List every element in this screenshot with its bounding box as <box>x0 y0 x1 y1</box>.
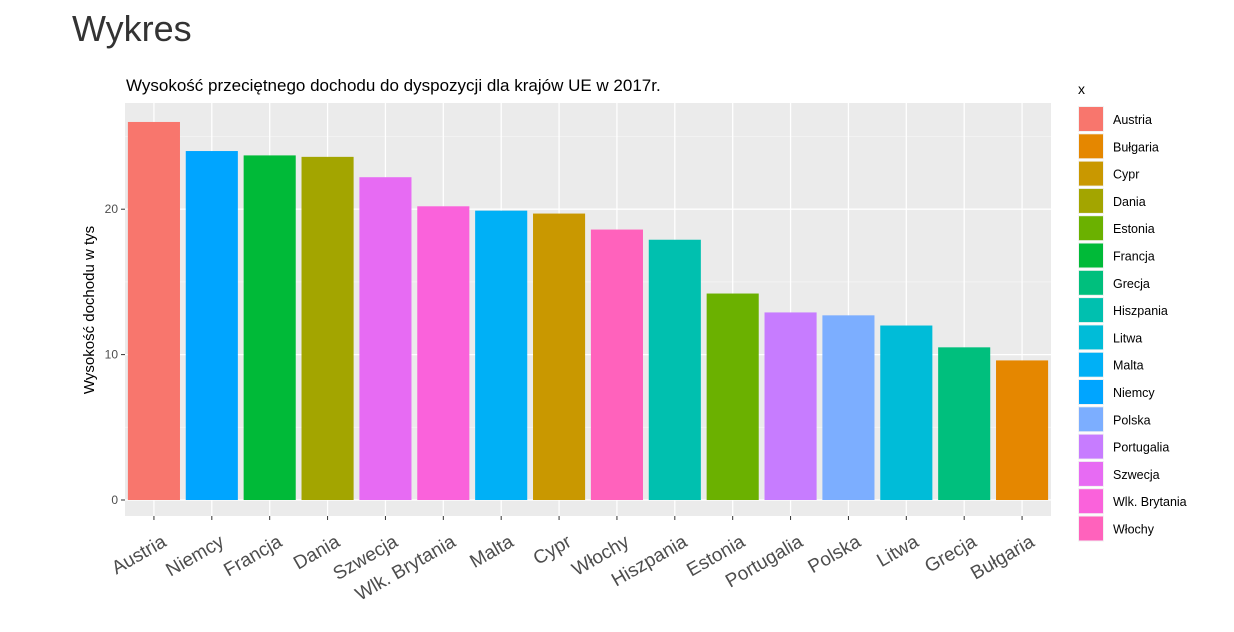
legend-item: Austria <box>1078 106 1152 132</box>
bar <box>127 121 180 501</box>
x-tick-label: Bułgaria <box>967 531 1038 584</box>
bar <box>822 315 875 500</box>
legend-label: Austria <box>1113 113 1152 127</box>
y-tick-label: 0 <box>111 493 118 507</box>
legend-swatch <box>1079 325 1103 350</box>
bar <box>417 206 470 501</box>
bar <box>185 151 238 501</box>
legend-swatch <box>1079 516 1103 541</box>
legend-swatch <box>1079 134 1103 159</box>
legend-label: Bułgaria <box>1113 140 1159 154</box>
bar <box>648 239 701 500</box>
legend-label: Włochy <box>1113 523 1155 537</box>
bar <box>590 229 643 500</box>
x-tick-label: Austria <box>108 531 170 579</box>
chart-title: Wysokość przeciętnego dochodu do dyspozy… <box>126 76 661 95</box>
legend-label: Cypr <box>1113 168 1139 182</box>
x-tick-label: Polska <box>805 531 865 578</box>
legend-swatch <box>1079 161 1103 186</box>
legend-title: x <box>1078 81 1085 97</box>
bar <box>301 156 354 500</box>
legend-label: Niemcy <box>1113 386 1155 400</box>
bar <box>475 210 528 501</box>
legend-swatch <box>1079 188 1103 213</box>
legend-swatch <box>1079 489 1103 514</box>
y-axis-label: Wysokość dochodu w tys <box>81 226 98 394</box>
legend-label: Wlk. Brytania <box>1113 495 1187 509</box>
legend-label: Litwa <box>1113 331 1142 345</box>
legend-swatch <box>1079 243 1103 268</box>
legend-item: Hiszpania <box>1078 297 1168 324</box>
bar <box>880 325 933 500</box>
bars <box>127 121 1049 501</box>
legend-label: Dania <box>1113 195 1146 209</box>
legend-item: Niemcy <box>1078 379 1155 405</box>
legend-label: Grecja <box>1113 277 1150 291</box>
page-heading: Wykres <box>72 8 192 49</box>
legend-swatch <box>1079 216 1103 241</box>
legend-swatch <box>1079 352 1103 377</box>
legend-item: Francja <box>1078 242 1155 269</box>
legend-item: Portugalia <box>1078 433 1169 460</box>
legend-item: Malta <box>1078 351 1144 378</box>
legend-item: Bułgaria <box>1078 133 1159 160</box>
legend-label: Hiszpania <box>1113 304 1168 318</box>
legend-label: Szwecja <box>1113 468 1160 482</box>
legend-swatch <box>1079 380 1103 404</box>
legend-swatch <box>1079 107 1103 131</box>
legend-label: Malta <box>1113 359 1144 373</box>
bar <box>938 347 991 500</box>
legend-item: Włochy <box>1078 515 1155 542</box>
legend-swatch <box>1079 461 1103 486</box>
legend-item: Estonia <box>1078 215 1155 242</box>
legend-label: Polska <box>1113 413 1151 427</box>
bar <box>764 312 817 500</box>
y-tick-label: 10 <box>105 348 119 362</box>
legend-item: Cypr <box>1078 160 1139 187</box>
legend-swatch <box>1079 434 1103 459</box>
legend-swatch <box>1079 270 1103 295</box>
legend-label: Estonia <box>1113 222 1155 236</box>
y-axis: 0 10 20 <box>105 202 125 507</box>
x-tick-label: Litwa <box>873 531 922 572</box>
legend-item: Polska <box>1078 406 1151 433</box>
x-tick-label: Malta <box>467 531 518 573</box>
bar <box>706 293 759 500</box>
legend-item: Dania <box>1078 187 1146 214</box>
legend-item: Wlk. Brytania <box>1078 488 1187 515</box>
legend-label: Portugalia <box>1113 441 1169 455</box>
legend-swatch <box>1079 407 1103 432</box>
legend-item: Szwecja <box>1078 460 1160 487</box>
legend: x Austria Bułgaria Cypr Dania Estonia Francja… <box>1078 81 1187 542</box>
bar <box>533 213 586 500</box>
legend-label: Francja <box>1113 250 1155 264</box>
legend-item: Grecja <box>1078 269 1150 296</box>
legend-item: Litwa <box>1078 324 1142 351</box>
x-tick-label: Niemcy <box>163 531 229 581</box>
y-tick-label: 20 <box>105 202 119 216</box>
bar <box>243 155 296 501</box>
bar <box>996 360 1049 500</box>
x-tick-label: Francja <box>220 531 286 581</box>
bar <box>359 177 412 500</box>
legend-swatch <box>1079 298 1103 323</box>
